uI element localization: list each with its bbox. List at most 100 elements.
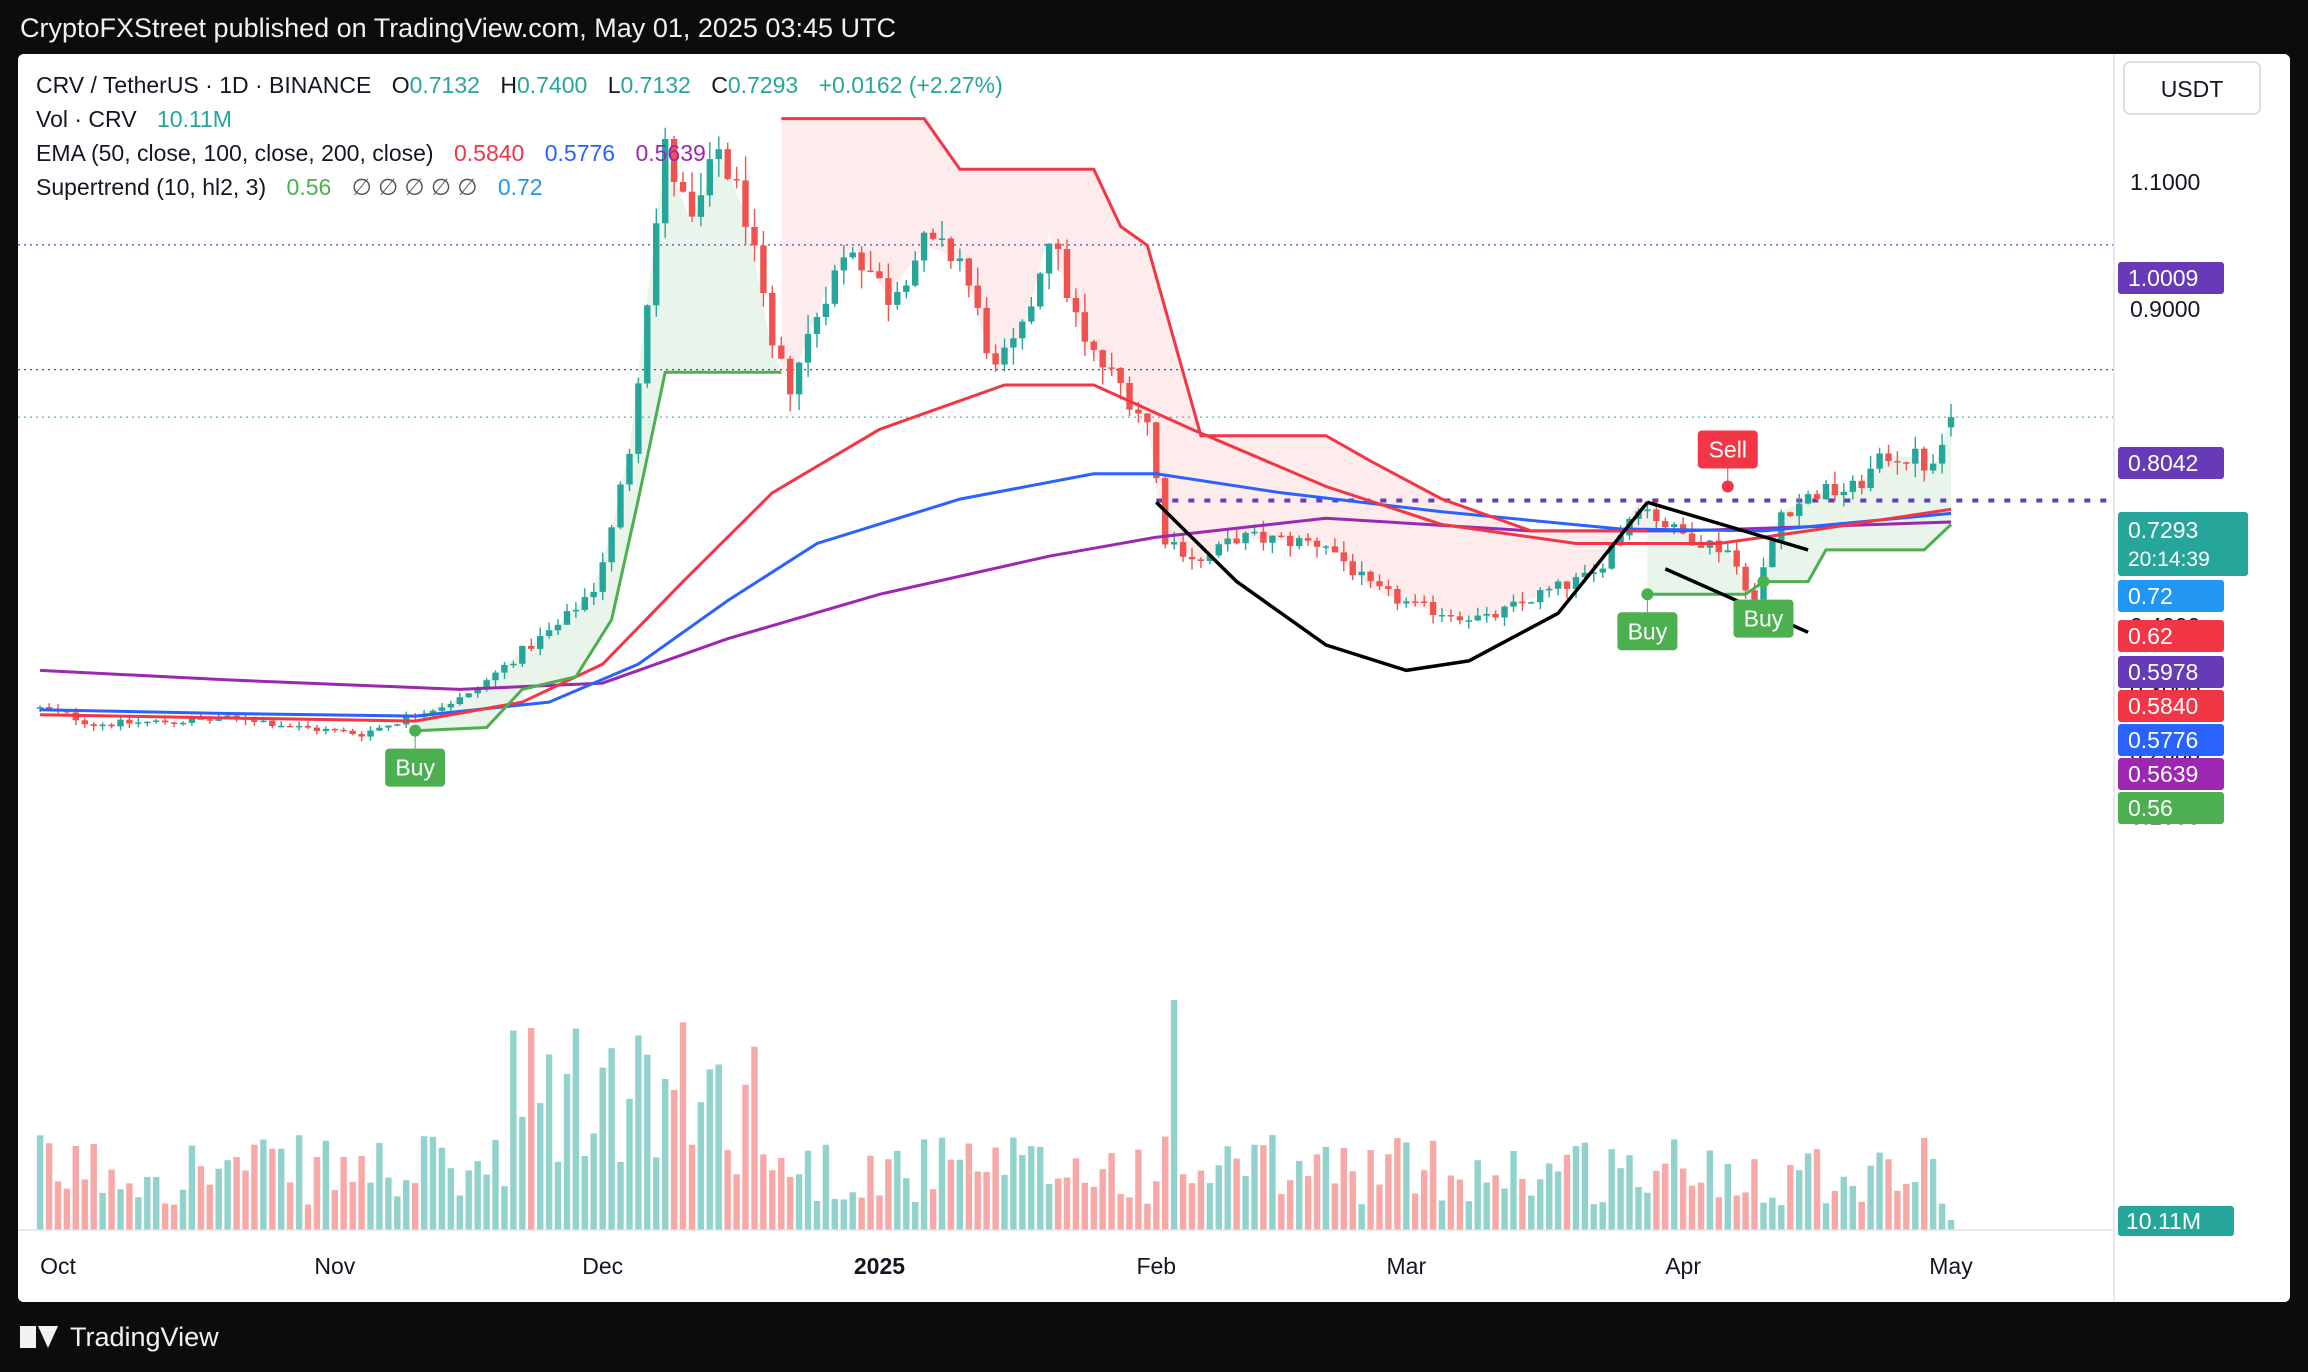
candle-body[interactable] <box>295 725 303 728</box>
candle-body[interactable] <box>1269 535 1276 543</box>
candle-body[interactable] <box>653 223 660 306</box>
candle-body[interactable] <box>1813 494 1821 500</box>
candle-body[interactable] <box>1117 367 1124 383</box>
candle-body[interactable] <box>1465 620 1472 622</box>
candle-body[interactable] <box>63 711 71 713</box>
candle-body[interactable] <box>670 139 678 182</box>
candle-body[interactable] <box>197 718 205 720</box>
candle-body[interactable] <box>1876 453 1883 469</box>
candle-body[interactable] <box>1688 533 1696 546</box>
candle-body[interactable] <box>1179 542 1187 557</box>
candle-body[interactable] <box>992 353 999 365</box>
candle-body[interactable] <box>260 720 267 723</box>
candle-body[interactable] <box>983 307 990 354</box>
candle-body[interactable] <box>1528 602 1535 604</box>
candle-body[interactable] <box>1099 350 1106 368</box>
candle-body[interactable] <box>1769 540 1776 568</box>
candle-body[interactable] <box>590 592 597 598</box>
candle-body[interactable] <box>1697 545 1705 548</box>
candle-body[interactable] <box>1010 338 1017 348</box>
channel-upper-line[interactable] <box>1646 500 1809 552</box>
candle-body[interactable] <box>1135 409 1142 414</box>
candle-body[interactable] <box>483 680 490 689</box>
candle-body[interactable] <box>1438 615 1446 617</box>
candle-body[interactable] <box>947 238 955 262</box>
candle-body[interactable] <box>456 697 463 704</box>
candle-body[interactable] <box>1537 590 1544 603</box>
candle-body[interactable] <box>349 730 356 734</box>
candle-body[interactable] <box>1072 298 1080 313</box>
candle-body[interactable] <box>965 258 972 286</box>
candle-body[interactable] <box>929 232 937 239</box>
candle-body[interactable] <box>840 257 847 271</box>
candle-body[interactable] <box>1081 312 1088 342</box>
candle-body[interactable] <box>644 305 651 384</box>
candle-body[interactable] <box>99 724 106 727</box>
candle-body[interactable] <box>679 182 687 192</box>
candle-body[interactable] <box>1885 453 1892 462</box>
candle-body[interactable] <box>1224 538 1231 545</box>
chart-frame[interactable]: BuySellBuyBuyUSDT1.10000.90000.40000.300… <box>18 54 2290 1302</box>
candle-body[interactable] <box>1206 555 1214 561</box>
candle-body[interactable] <box>635 383 642 454</box>
candle-body[interactable] <box>1724 550 1731 553</box>
candle-body[interactable] <box>322 728 330 732</box>
candle-body[interactable] <box>974 285 981 308</box>
candle-body[interactable] <box>1001 347 1008 365</box>
candle-body[interactable] <box>1840 491 1847 496</box>
candle-body[interactable] <box>858 252 865 271</box>
candle-body[interactable] <box>340 729 347 732</box>
candle-body[interactable] <box>215 719 222 721</box>
candle-body[interactable] <box>1929 463 1937 471</box>
candle-body[interactable] <box>1394 589 1401 604</box>
candle-body[interactable] <box>1483 614 1490 616</box>
candle-body[interactable] <box>36 707 44 709</box>
candle-body[interactable] <box>1054 243 1062 250</box>
candle-body[interactable] <box>1028 306 1035 322</box>
candle-body[interactable] <box>1421 601 1428 604</box>
candle-body[interactable] <box>787 358 794 395</box>
candle-body[interactable] <box>1608 545 1615 569</box>
candle-body[interactable] <box>1554 581 1562 589</box>
candle-body[interactable] <box>1653 509 1660 521</box>
candle-body[interactable] <box>1751 590 1758 600</box>
candle-body[interactable] <box>233 715 240 718</box>
candle-body[interactable] <box>447 704 455 708</box>
candle-body[interactable] <box>1519 601 1526 604</box>
candle-body[interactable] <box>1358 571 1365 576</box>
candle-body[interactable] <box>608 527 615 563</box>
candle-body[interactable] <box>1242 532 1249 544</box>
candle-body[interactable] <box>313 727 321 732</box>
candle-body[interactable] <box>822 303 830 317</box>
candle-body[interactable] <box>706 159 713 196</box>
candle-body[interactable] <box>1581 572 1589 578</box>
candle-body[interactable] <box>1376 581 1383 587</box>
candle-body[interactable] <box>1278 535 1285 538</box>
candle-body[interactable] <box>920 232 928 261</box>
candle-body[interactable] <box>831 270 838 304</box>
candle-body[interactable] <box>1233 538 1240 544</box>
candle-body[interactable] <box>599 562 606 592</box>
currency-button[interactable] <box>2123 61 2261 115</box>
candle-body[interactable] <box>376 727 383 731</box>
candle-body[interactable] <box>1796 503 1803 517</box>
candle-body[interactable] <box>1787 512 1794 517</box>
candle-body[interactable] <box>1501 606 1508 618</box>
signal-buy-badge[interactable] <box>385 748 446 787</box>
candle-body[interactable] <box>1429 602 1437 615</box>
candle-body[interactable] <box>1867 468 1874 488</box>
candle-body[interactable] <box>510 663 517 666</box>
candle-body[interactable] <box>1412 601 1419 603</box>
candle-body[interactable] <box>1849 480 1856 492</box>
candle-body[interactable] <box>1599 568 1606 573</box>
candle-body[interactable] <box>117 719 124 727</box>
signal-buy-badge[interactable] <box>1733 599 1794 638</box>
candle-body[interactable] <box>1804 494 1812 504</box>
candle-body[interactable] <box>1715 540 1722 553</box>
candle-body[interactable] <box>769 292 776 346</box>
price-chart[interactable]: BuySellBuyBuyUSDT1.10000.90000.40000.300… <box>18 54 2290 1302</box>
candle-body[interactable] <box>1313 540 1321 547</box>
candle-body[interactable] <box>492 672 499 681</box>
candle-body[interactable] <box>206 719 213 721</box>
candle-body[interactable] <box>697 195 705 217</box>
